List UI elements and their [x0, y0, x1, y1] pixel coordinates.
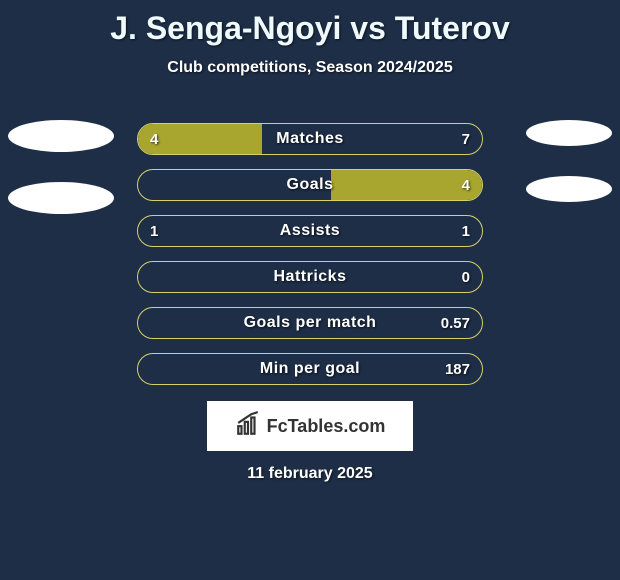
stat-bar: Matches4 7	[137, 123, 483, 155]
brand-text: FcTables.com	[267, 416, 386, 437]
stat-value-right: 1	[450, 216, 482, 246]
stat-value-left: 4	[138, 124, 170, 154]
player-avatar-placeholder	[8, 120, 114, 152]
player-left-avatars	[8, 120, 114, 214]
page-subtitle: Club competitions, Season 2024/2025	[0, 59, 620, 77]
stat-value-right: 7	[450, 124, 482, 154]
stat-label: Min per goal	[138, 354, 482, 384]
stat-label: Goals	[138, 170, 482, 200]
stat-value-right: 0	[450, 262, 482, 292]
player-right-avatars	[526, 120, 612, 214]
stat-value-left: 1	[138, 216, 170, 246]
stat-label: Matches	[138, 124, 482, 154]
club-logo-placeholder	[8, 182, 114, 214]
stat-value-right: 4	[450, 170, 482, 200]
stat-bar: Assists1 1	[137, 215, 483, 247]
page-title: J. Senga-Ngoyi vs Tuterov	[0, 0, 620, 47]
generated-date: 11 february 2025	[0, 465, 620, 483]
stat-bar: Goals4	[137, 169, 483, 201]
club-logo-placeholder	[526, 176, 612, 202]
brand-badge: FcTables.com	[207, 401, 413, 451]
brand-icon	[235, 411, 261, 442]
stat-value-right: 187	[433, 354, 482, 384]
stat-value-right: 0.57	[429, 308, 482, 338]
stat-bar: Goals per match0.57	[137, 307, 483, 339]
stat-bar: Hattricks0	[137, 261, 483, 293]
stat-label: Hattricks	[138, 262, 482, 292]
player-avatar-placeholder	[526, 120, 612, 146]
stat-label: Assists	[138, 216, 482, 246]
stat-bar: Min per goal187	[137, 353, 483, 385]
